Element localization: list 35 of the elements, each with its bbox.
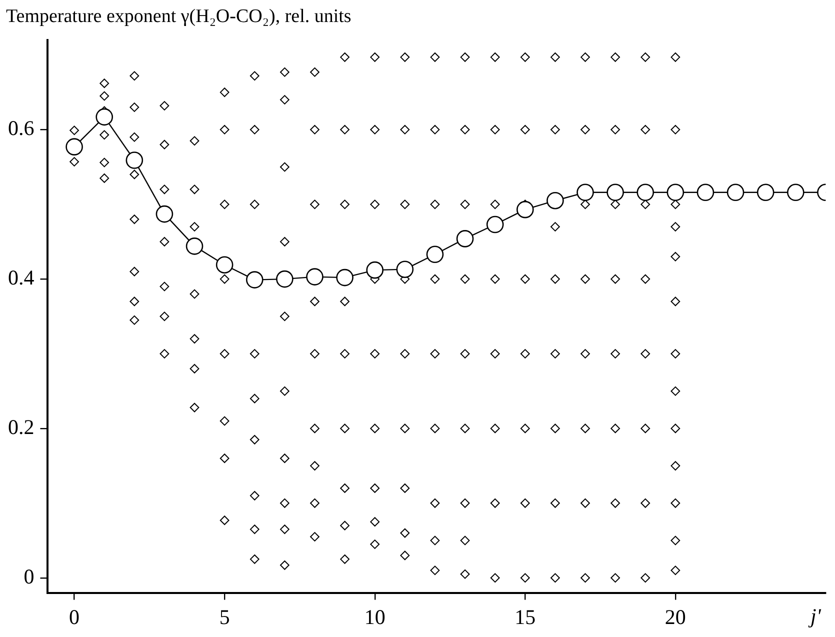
x-tick-label: 5 bbox=[219, 604, 230, 629]
point bbox=[606, 184, 624, 202]
x-tick-label: 10 bbox=[364, 604, 386, 629]
point bbox=[216, 256, 234, 274]
point bbox=[726, 184, 744, 202]
x-tick-label: 20 bbox=[664, 604, 686, 629]
point bbox=[396, 260, 414, 278]
point bbox=[276, 270, 294, 288]
point bbox=[156, 205, 174, 223]
point bbox=[576, 184, 594, 202]
x-tick-label: 15 bbox=[514, 604, 536, 629]
point bbox=[486, 216, 504, 234]
point bbox=[696, 184, 714, 202]
point bbox=[96, 108, 114, 126]
point bbox=[306, 268, 324, 286]
point bbox=[426, 246, 444, 264]
point bbox=[516, 200, 534, 218]
y-tick-label: 0.6 bbox=[8, 116, 34, 140]
y-tick-label: 0.2 bbox=[8, 414, 34, 439]
point bbox=[336, 268, 354, 286]
x-axis-title: j' bbox=[808, 604, 822, 628]
point bbox=[66, 138, 83, 156]
y-tick-label: 0 bbox=[24, 564, 34, 588]
point bbox=[636, 184, 654, 202]
point bbox=[756, 184, 774, 202]
point bbox=[186, 238, 204, 255]
y-tick-label: 0.4 bbox=[8, 266, 35, 290]
point bbox=[786, 184, 804, 202]
x-tick-label: 0 bbox=[69, 604, 80, 629]
y-axis-title: Temperature exponent γ(H₂O-CO₂), rel. units bbox=[6, 6, 352, 27]
point bbox=[366, 261, 384, 279]
point bbox=[666, 184, 684, 202]
point bbox=[126, 152, 144, 169]
point bbox=[546, 192, 564, 210]
point bbox=[456, 230, 474, 248]
